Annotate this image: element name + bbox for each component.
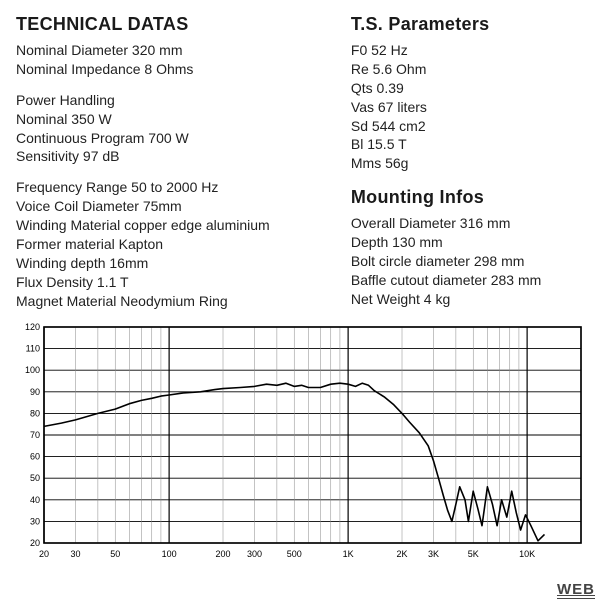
spec-line: Magnet Material Neodymium Ring bbox=[16, 292, 321, 311]
spec-line: Winding Material copper edge aluminium bbox=[16, 216, 321, 235]
svg-text:200: 200 bbox=[215, 549, 230, 559]
spec-line: Sd 544 cm2 bbox=[351, 117, 589, 136]
spec-line: Nominal 350 W bbox=[16, 110, 321, 129]
spec-line: Overall Diameter 316 mm bbox=[351, 214, 589, 233]
spec-columns: TECHNICAL DATAS Nominal Diameter 320 mmN… bbox=[16, 14, 589, 315]
svg-text:30: 30 bbox=[30, 516, 40, 526]
spec-line: Sensitivity 97 dB bbox=[16, 147, 321, 166]
svg-text:110: 110 bbox=[26, 343, 40, 353]
svg-text:10K: 10K bbox=[519, 549, 535, 559]
spec-line: Voice Coil Diameter 75mm bbox=[16, 197, 321, 216]
svg-text:3K: 3K bbox=[428, 549, 439, 559]
svg-text:100: 100 bbox=[25, 365, 40, 375]
spec-line: Qts 0.39 bbox=[351, 79, 589, 98]
spec-line: Winding depth 16mm bbox=[16, 254, 321, 273]
technical-column: TECHNICAL DATAS Nominal Diameter 320 mmN… bbox=[16, 14, 321, 315]
watermark-text: WEB bbox=[557, 581, 595, 599]
spec-line: Bolt circle diameter 298 mm bbox=[351, 252, 589, 271]
spec-line: Net Weight 4 kg bbox=[351, 290, 589, 309]
technical-heading: TECHNICAL DATAS bbox=[16, 14, 321, 35]
spec-line: Power Handling bbox=[16, 91, 321, 110]
spec-line: Vas 67 liters bbox=[351, 98, 589, 117]
svg-text:500: 500 bbox=[287, 549, 302, 559]
technical-group-2: Power HandlingNominal 350 WContinuous Pr… bbox=[16, 91, 321, 167]
svg-text:5K: 5K bbox=[468, 549, 479, 559]
svg-text:70: 70 bbox=[30, 430, 40, 440]
spec-line: Bl 15.5 T bbox=[351, 135, 589, 154]
svg-text:300: 300 bbox=[247, 549, 262, 559]
technical-group-3: Frequency Range 50 to 2000 HzVoice Coil … bbox=[16, 178, 321, 310]
technical-group-1: Nominal Diameter 320 mmNominal Impedance… bbox=[16, 41, 321, 79]
svg-text:20: 20 bbox=[39, 549, 49, 559]
svg-text:30: 30 bbox=[71, 549, 81, 559]
svg-text:50: 50 bbox=[110, 549, 120, 559]
ts-group: F0 52 HzRe 5.6 OhmQts 0.39Vas 67 litersS… bbox=[351, 41, 589, 173]
svg-text:40: 40 bbox=[30, 494, 40, 504]
spec-line: Former material Kapton bbox=[16, 235, 321, 254]
spec-line: Frequency Range 50 to 2000 Hz bbox=[16, 178, 321, 197]
svg-text:20: 20 bbox=[30, 538, 40, 548]
spec-line: Depth 130 mm bbox=[351, 233, 589, 252]
spec-line: Nominal Diameter 320 mm bbox=[16, 41, 321, 60]
svg-text:90: 90 bbox=[30, 386, 40, 396]
right-column: T.S. Parameters F0 52 HzRe 5.6 OhmQts 0.… bbox=[345, 14, 589, 315]
spec-line: Continuous Program 700 W bbox=[16, 129, 321, 148]
svg-text:120: 120 bbox=[25, 322, 40, 332]
spec-line: Re 5.6 Ohm bbox=[351, 60, 589, 79]
svg-text:50: 50 bbox=[30, 473, 40, 483]
svg-text:60: 60 bbox=[30, 451, 40, 461]
spec-line: Baffle cutout diameter 283 mm bbox=[351, 271, 589, 290]
svg-text:100: 100 bbox=[162, 549, 177, 559]
chart-svg: 20 30 40 50 60 70 80 90 100 110 120 20 30 50 100 200 300… bbox=[16, 321, 589, 561]
svg-text:1K: 1K bbox=[343, 549, 354, 559]
ts-heading: T.S. Parameters bbox=[351, 14, 589, 35]
svg-text:80: 80 bbox=[30, 408, 40, 418]
spec-line: Mms 56g bbox=[351, 154, 589, 173]
mounting-group: Overall Diameter 316 mmDepth 130 mmBolt … bbox=[351, 214, 589, 308]
spec-line: Flux Density 1.1 T bbox=[16, 273, 321, 292]
spec-line: F0 52 Hz bbox=[351, 41, 589, 60]
spec-line: Nominal Impedance 8 Ohms bbox=[16, 60, 321, 79]
frequency-response-chart: 20 30 40 50 60 70 80 90 100 110 120 20 30 50 100 200 300… bbox=[16, 321, 589, 561]
mounting-heading: Mounting Infos bbox=[351, 187, 589, 208]
svg-text:2K: 2K bbox=[396, 549, 407, 559]
